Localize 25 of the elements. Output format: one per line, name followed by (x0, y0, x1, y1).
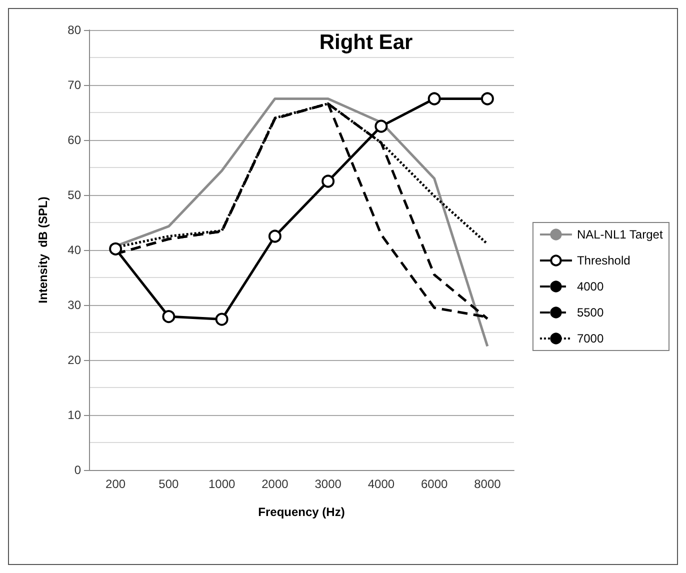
x-tick-label: 1000 (208, 477, 236, 491)
x-tick-label: 8000 (474, 477, 502, 491)
x-tick-label: 200 (106, 477, 126, 491)
x-tick-label: 6000 (420, 477, 448, 491)
x-tick-label: 4000 (368, 477, 395, 491)
legend-label: Threshold (576, 254, 630, 268)
y-tick-label: 40 (68, 243, 82, 257)
y-axis-title: Intensity dB (SPL) (36, 196, 50, 304)
y-tick-label: 60 (68, 133, 82, 147)
x-axis-title: Frequency (Hz) (258, 505, 345, 519)
y-tick-label: 80 (68, 23, 82, 37)
y-tick-label: 30 (68, 298, 82, 312)
y-tick-label: 20 (68, 353, 82, 367)
x-tick-label: 500 (158, 477, 180, 491)
legend-label: 7000 (576, 332, 604, 346)
legend-label: NAL-NL1 Target (576, 228, 664, 242)
chart-title: Right Ear (319, 31, 413, 54)
y-tick-label: 0 (74, 463, 82, 477)
y-tick-label: 70 (68, 78, 82, 92)
x-tick-label: 2000 (262, 477, 289, 491)
x-tick-label: 3000 (314, 477, 342, 491)
legend-label: 5500 (576, 306, 604, 320)
legend-label: 4000 (576, 280, 604, 294)
y-tick-label: 50 (68, 188, 82, 202)
y-tick-label: 10 (68, 408, 82, 422)
